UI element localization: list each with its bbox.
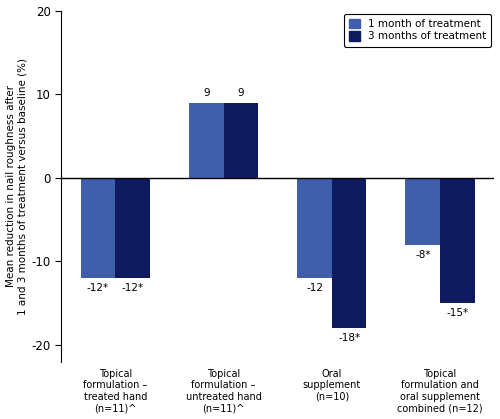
Y-axis label: Mean reduction in nail roughness after
1 and 3 months of treatment versus baseli: Mean reduction in nail roughness after 1… [6, 58, 27, 315]
Bar [224, 103, 258, 178]
Text: 9: 9 [238, 88, 244, 98]
Text: -15*: -15* [446, 308, 468, 318]
Text: -12*: -12* [122, 283, 144, 293]
Text: -12: -12 [306, 283, 323, 293]
Text: -12*: -12* [87, 283, 109, 293]
Bar [406, 178, 440, 245]
Legend: 1 month of treatment, 3 months of treatment: 1 month of treatment, 3 months of treatm… [344, 14, 492, 47]
Text: -8*: -8* [415, 250, 430, 260]
Bar [440, 178, 474, 303]
Text: -18*: -18* [338, 333, 360, 343]
Bar [80, 178, 116, 278]
Text: 9: 9 [203, 88, 209, 98]
Bar [332, 178, 366, 328]
Bar [297, 178, 332, 278]
Bar [116, 178, 150, 278]
Bar [189, 103, 224, 178]
